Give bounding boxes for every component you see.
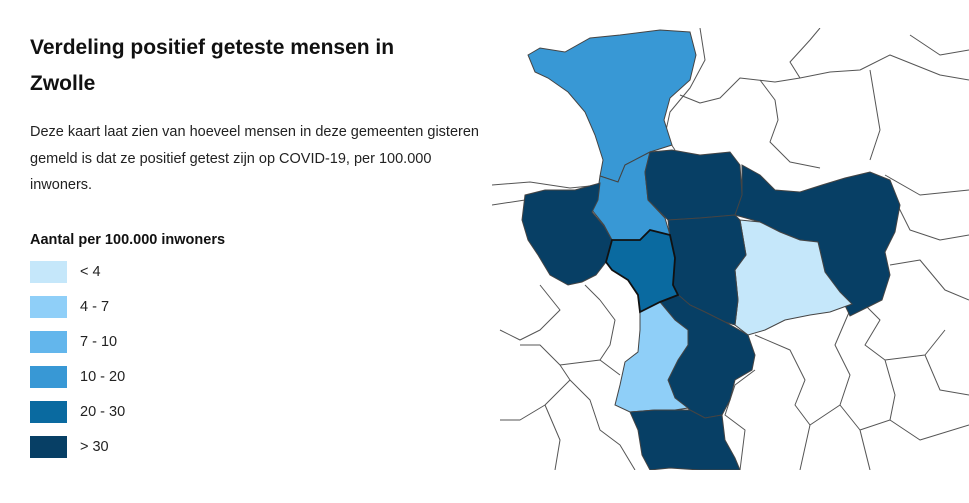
region-zwolle (605, 229, 680, 314)
legend-item: > 30 (30, 436, 125, 458)
legend-item: 20 - 30 (30, 401, 125, 423)
legend-swatch (30, 296, 67, 318)
legend-swatch (30, 366, 67, 388)
legend: < 4 4 - 7 7 - 10 10 - 20 20 - 30 > 30 (30, 261, 125, 471)
legend-item: 4 - 7 (30, 296, 125, 318)
legend-swatch (30, 331, 67, 353)
legend-label: 10 - 20 (80, 369, 126, 385)
region-north-east-center (644, 149, 743, 221)
legend-label: 7 - 10 (80, 334, 118, 350)
legend-item: 10 - 20 (30, 366, 125, 388)
legend-item: 7 - 10 (30, 331, 125, 353)
legend-label: 4 - 7 (80, 299, 110, 315)
region-north (527, 29, 697, 183)
legend-title: Aantal per 100.000 inwoners (30, 232, 226, 248)
legend-label: > 30 (80, 439, 109, 455)
legend-swatch (30, 401, 67, 423)
page-title: Verdeling positief geteste mensen in Zwo… (30, 36, 395, 95)
region-south-light (614, 301, 690, 413)
legend-label: 20 - 30 (80, 404, 126, 420)
legend-swatch (30, 261, 67, 283)
legend-swatch (30, 436, 67, 458)
legend-item: < 4 (30, 261, 125, 283)
legend-label: < 4 (80, 264, 101, 280)
region-south-bottom (629, 409, 741, 470)
map-description: Deze kaart laat zien van hoeveel mensen … (30, 124, 479, 193)
neighbour-boundaries (492, 28, 969, 470)
region-west (521, 182, 613, 286)
